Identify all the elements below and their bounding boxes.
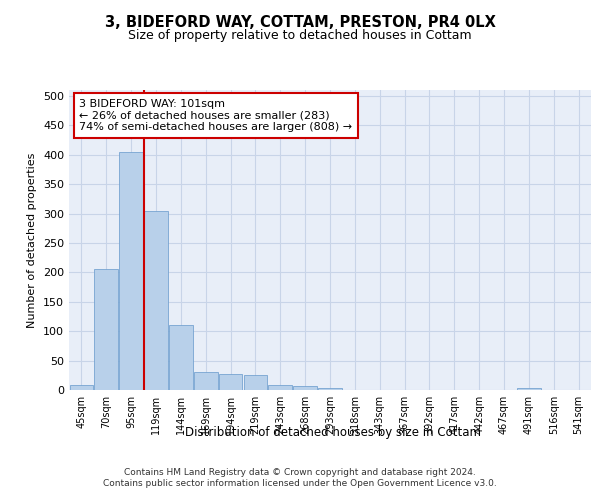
Bar xyxy=(70,386,93,390)
Text: Distribution of detached houses by size in Cottam: Distribution of detached houses by size … xyxy=(185,426,481,439)
Bar xyxy=(94,270,118,390)
Bar xyxy=(194,372,218,390)
Bar xyxy=(517,388,541,390)
Text: Contains public sector information licensed under the Open Government Licence v3: Contains public sector information licen… xyxy=(103,480,497,488)
Text: Contains HM Land Registry data © Crown copyright and database right 2024.: Contains HM Land Registry data © Crown c… xyxy=(124,468,476,477)
Bar xyxy=(169,326,193,390)
Bar xyxy=(244,374,267,390)
Text: 3, BIDEFORD WAY, COTTAM, PRESTON, PR4 0LX: 3, BIDEFORD WAY, COTTAM, PRESTON, PR4 0L… xyxy=(104,15,496,30)
Bar xyxy=(219,374,242,390)
Bar xyxy=(318,388,342,390)
Bar xyxy=(293,386,317,390)
Bar xyxy=(268,384,292,390)
Bar xyxy=(144,210,168,390)
Text: Size of property relative to detached houses in Cottam: Size of property relative to detached ho… xyxy=(128,30,472,43)
Text: 3 BIDEFORD WAY: 101sqm
← 26% of detached houses are smaller (283)
74% of semi-de: 3 BIDEFORD WAY: 101sqm ← 26% of detached… xyxy=(79,99,353,132)
Bar xyxy=(119,152,143,390)
Y-axis label: Number of detached properties: Number of detached properties xyxy=(28,152,37,328)
